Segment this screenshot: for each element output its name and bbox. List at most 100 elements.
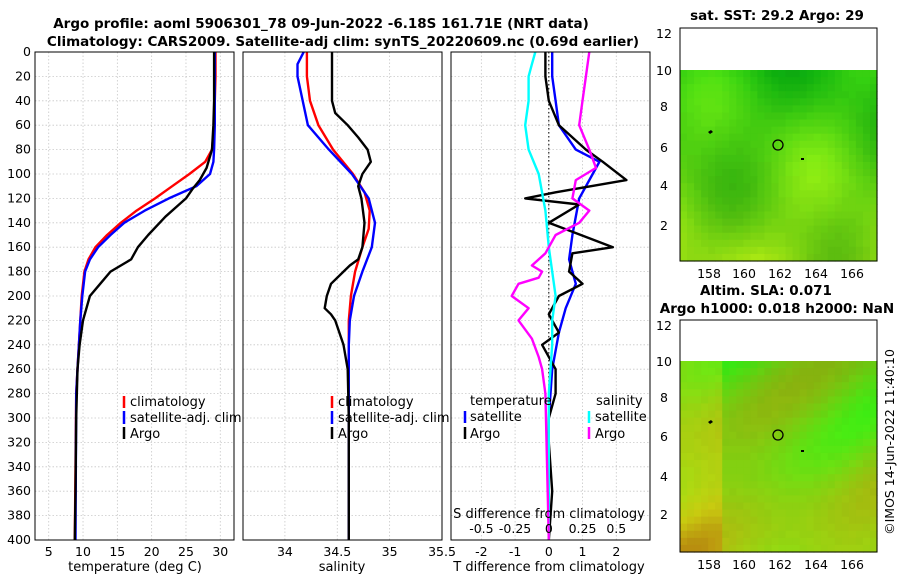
sla-map-nodata — [680, 320, 877, 361]
sst-map-cell — [680, 239, 688, 248]
sla-map-cell — [680, 495, 688, 504]
sst-map-cell — [848, 98, 857, 106]
sla-map-cell — [869, 544, 878, 553]
sla-map-cell — [806, 424, 815, 433]
sst-map-cell — [869, 147, 878, 156]
sla-map-cell — [820, 361, 829, 369]
sst-map-cell — [687, 154, 695, 163]
difference-legend-s-argo: Argo — [595, 427, 625, 442]
series-temperature-argo-line — [524, 52, 628, 541]
sla-map-cell — [743, 481, 751, 489]
salinity-legend: climatology satellite-adj. clim Argo — [330, 395, 450, 442]
sla-map-cell — [862, 410, 871, 419]
sla-map-cell — [729, 410, 737, 419]
sst-map-cell — [841, 105, 850, 114]
sst-map-cell — [701, 126, 709, 135]
sst-map-cell — [771, 232, 780, 241]
sst-map-cell — [750, 112, 758, 121]
depth-tick-label: 200 — [7, 288, 31, 303]
sla-map-cell — [869, 424, 878, 433]
sla-map-cell — [834, 361, 843, 369]
sst-map-cell — [862, 239, 871, 248]
sla-map-cell — [729, 502, 737, 511]
sla-map-cell — [736, 410, 744, 419]
sst-map-cell — [680, 253, 688, 262]
sla-map-cell — [687, 431, 695, 440]
sst-map-cell — [813, 161, 822, 170]
sla-map-cell — [827, 488, 836, 496]
sst-map-cell — [820, 176, 829, 184]
sst-map-cell — [694, 246, 702, 255]
sla-map-cell — [757, 403, 766, 412]
temperature-legend-satellite: satellite-adj. clim — [130, 411, 242, 426]
sla-map-cell — [827, 417, 836, 426]
sla-map-cell — [862, 445, 871, 454]
sla-map-cell — [680, 516, 688, 525]
sla-map-cell — [771, 424, 780, 433]
sla-map-cell — [750, 467, 758, 475]
sla-map-cell — [799, 460, 808, 468]
sla-ytick-6: 6 — [660, 429, 668, 444]
sla-map-cell — [813, 530, 822, 539]
difference-legend-t-argo: Argo — [470, 427, 500, 442]
sst-map-cell — [813, 225, 822, 234]
sla-map-cell — [757, 396, 766, 405]
sst-map-cell — [764, 176, 773, 184]
sla-map-cell — [715, 530, 723, 539]
sst-map-cell — [680, 133, 688, 142]
sst-map-cell — [694, 197, 702, 205]
sla-map-cell — [694, 544, 702, 553]
sst-map-cell — [820, 197, 829, 205]
sla-map-cell — [743, 396, 751, 405]
sst-map-cell — [827, 218, 836, 227]
sst-map-cell — [757, 225, 766, 234]
x-tick-label: 20 — [144, 544, 160, 559]
sla-map-cell — [736, 417, 744, 426]
sla-map-cell — [855, 368, 864, 376]
sst-map-cell — [715, 147, 723, 156]
sst-map-cell — [827, 225, 836, 234]
sst-map-cell — [701, 190, 709, 198]
sla-map-cell — [792, 523, 801, 532]
sst-map-cell — [820, 105, 829, 114]
sst-map-cell — [687, 98, 695, 106]
sla-map-cell — [855, 467, 864, 475]
sst-map-cell — [834, 169, 843, 177]
sst-map-cell — [736, 70, 744, 78]
sla-map-cell — [827, 389, 836, 397]
difference-legend-s-satellite: satellite — [595, 410, 647, 425]
sst-map-cell — [869, 225, 878, 234]
sst-map-cell — [708, 190, 716, 198]
sst-map-cell — [694, 176, 702, 184]
sst-map-cell — [771, 70, 780, 78]
sst-map-cell — [680, 119, 688, 128]
sla-map-cell — [715, 431, 723, 440]
sst-map-cell — [862, 218, 871, 227]
sst-map-cell — [827, 239, 836, 248]
sla-map-cell — [862, 530, 871, 539]
depth-tick-label: 120 — [7, 190, 31, 205]
sst-ytick-6: 6 — [660, 140, 668, 155]
sla-map-cell — [764, 488, 773, 496]
sla-map-cell — [701, 537, 709, 546]
sst-map-cell — [722, 211, 730, 220]
sst-map-cell — [827, 154, 836, 163]
sla-map-cell — [736, 445, 744, 454]
sst-map-cell — [834, 105, 843, 114]
sla-map-cell — [701, 460, 709, 468]
sst-map-cell — [694, 154, 702, 163]
sla-map-cell — [806, 417, 815, 426]
sst-map-cell — [855, 154, 864, 163]
sla-map-cell — [757, 509, 766, 518]
sla-map-cell — [694, 474, 702, 482]
sla-map-cell — [813, 452, 822, 461]
sla-map-cell — [806, 361, 815, 369]
sst-map-cell — [708, 218, 716, 227]
sst-map-cell — [722, 91, 730, 99]
sla-map-cell — [750, 523, 758, 532]
sla-map-cell — [848, 375, 857, 383]
sla-map-cell — [862, 424, 871, 433]
sst-map-cell — [687, 204, 695, 213]
sla-map-cell — [736, 460, 744, 468]
sst-map-cell — [785, 98, 794, 106]
